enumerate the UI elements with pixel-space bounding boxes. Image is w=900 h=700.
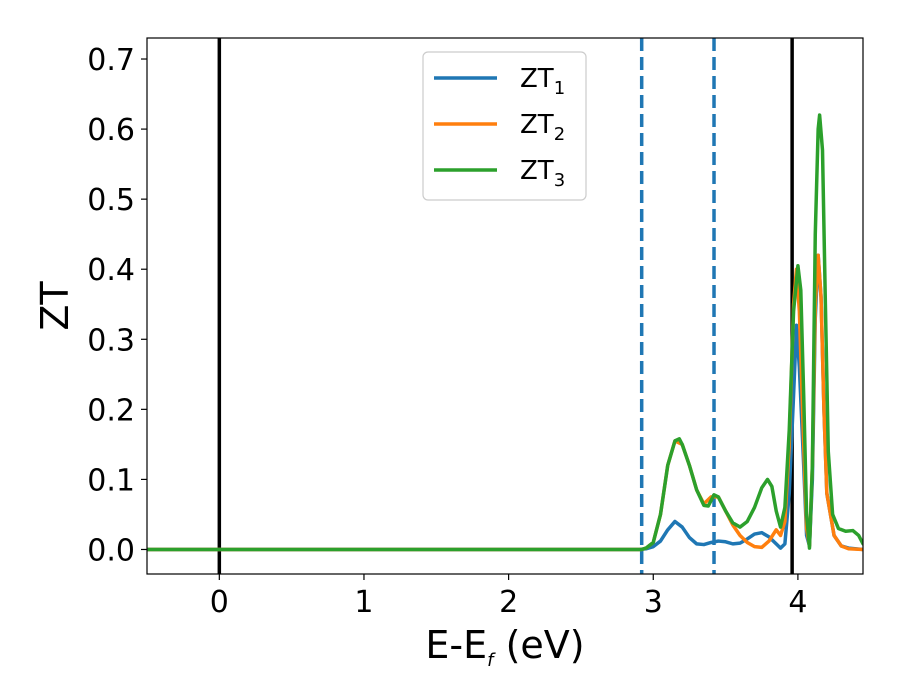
legend: ZT1 ZT2 ZT3 — [422, 51, 587, 201]
y-tick-label: 0.1 — [87, 463, 135, 498]
x-tick-label: 4 — [788, 585, 807, 620]
y-tick-label: 0.4 — [87, 253, 135, 288]
x-tick-label: 1 — [354, 585, 373, 620]
series-lines — [147, 113, 863, 552]
y-tick-label: 0.2 — [87, 393, 135, 428]
legend-label-zt3: ZT3 — [520, 156, 565, 191]
x-tick-label: 3 — [644, 585, 663, 620]
x-axis-label-subscript: f — [487, 650, 496, 671]
x-axis-label-main: E-E — [425, 623, 487, 667]
y-tick-label: 0.5 — [87, 183, 135, 218]
series-line-zt3 — [147, 113, 863, 552]
legend-label-zt2: ZT2 — [520, 110, 565, 145]
y-tick-label: 0.7 — [87, 43, 135, 78]
y-axis-ticks: 0.0 0.1 0.2 0.3 0.4 0.5 0.6 0.7 — [87, 43, 147, 568]
x-tick-label: 2 — [499, 585, 518, 620]
legend-label-zt1: ZT1 — [520, 64, 565, 99]
legend-box — [422, 51, 587, 201]
x-axis-ticks: 0 1 2 3 4 — [210, 574, 807, 620]
y-tick-label: 0.3 — [87, 323, 135, 358]
vertical-reference-lines — [217, 38, 794, 574]
plot-frame — [146, 37, 864, 575]
series-line-zt2 — [147, 253, 863, 552]
x-axis-label: E-Ef (eV) — [425, 623, 584, 671]
y-axis-label: ZT — [33, 281, 77, 331]
y-tick-label: 0.6 — [87, 113, 135, 148]
y-tick-label: 0.0 — [87, 533, 135, 568]
x-axis-label-unit: (eV) — [493, 623, 584, 667]
x-tick-label: 0 — [210, 585, 229, 620]
